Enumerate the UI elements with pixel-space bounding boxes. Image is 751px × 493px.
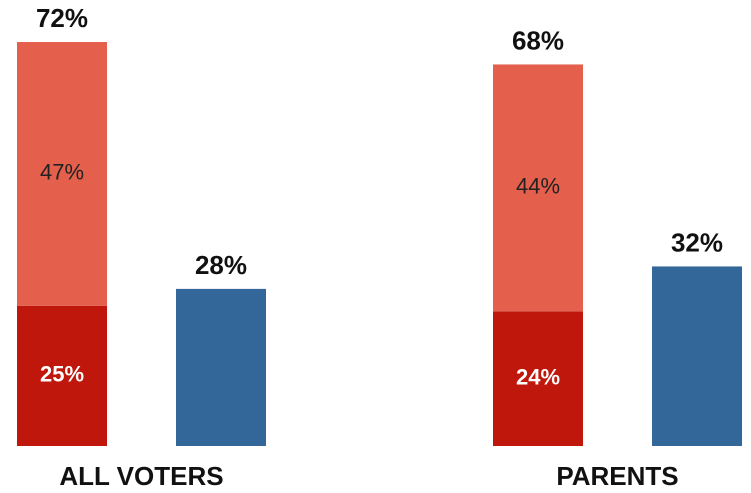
total-label: 68% — [512, 25, 564, 55]
value-label: 44% — [516, 174, 560, 199]
value-label: 24% — [516, 364, 560, 389]
bar-segment — [17, 42, 107, 306]
category-label: ALL VOTERS — [59, 461, 223, 491]
bar-segment — [493, 311, 583, 446]
bar-segment — [17, 305, 107, 446]
total-label: 72% — [36, 3, 88, 33]
bar-segment — [493, 64, 583, 312]
bar-segment — [176, 288, 266, 446]
category-label: PARENTS — [556, 461, 678, 491]
bar-segment — [652, 266, 742, 446]
value-label: 47% — [40, 160, 84, 185]
value-label: 25% — [40, 362, 84, 387]
value-label: 28% — [195, 250, 247, 280]
value-label: 32% — [671, 227, 723, 257]
